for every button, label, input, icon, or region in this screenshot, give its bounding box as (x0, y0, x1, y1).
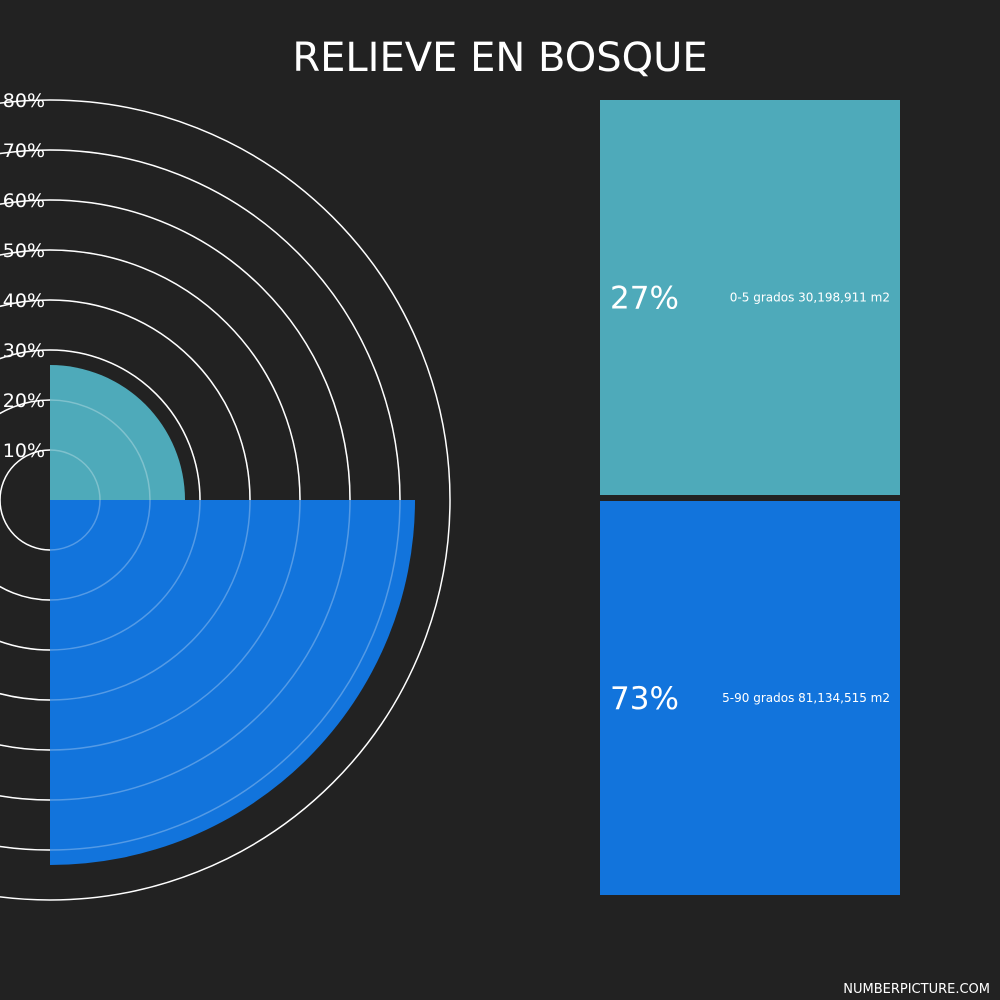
footer-credit: NUMBERPICTURE.COM (843, 982, 990, 997)
grid-ring-80 (0, 99, 451, 901)
block-1: 27% 0-5 grados 30,198,911 m2 (600, 100, 900, 495)
inner-grid-ring-20 (0, 399, 151, 601)
chart-title: RELIEVE EN BOSQUE (292, 35, 707, 81)
inner-grid-ring-10 (0, 449, 101, 551)
tick-label-80: 80% (3, 90, 45, 112)
block-rect-2 (600, 501, 900, 895)
inner-grid-ring-30 (0, 349, 201, 651)
block-percent-2: 73% (610, 681, 679, 717)
tick-label-40: 40% (3, 290, 45, 312)
tick-label-10: 10% (3, 440, 45, 462)
inner-grid-ring-70 (0, 149, 401, 851)
inner-grid-ring-60 (0, 199, 351, 801)
block-rect-1 (600, 100, 900, 495)
radial-sectors (50, 365, 415, 865)
inner-grid-ring-50 (0, 249, 301, 751)
inner-ring-grid (0, 149, 401, 851)
block-2: 73% 5-90 grados 81,134,515 m2 (600, 501, 900, 895)
radial-tick-labels: 10% 20% 30% 40% 50% 60% 70% 80% (3, 90, 45, 462)
block-description-2: 5-90 grados 81,134,515 m2 (722, 691, 890, 705)
sector-1 (50, 365, 185, 500)
proportion-blocks: 27% 0-5 grados 30,198,911 m2 73% 5-90 grado… (600, 100, 900, 895)
tick-label-50: 50% (3, 240, 45, 262)
block-percent-1: 27% (610, 281, 679, 317)
tick-label-60: 60% (3, 190, 45, 212)
tick-label-70: 70% (3, 140, 45, 162)
inner-grid-ring-40 (0, 299, 251, 701)
block-description-1: 0-5 grados 30,198,911 m2 (730, 291, 890, 305)
tick-label-30: 30% (3, 340, 45, 362)
tick-label-20: 20% (3, 390, 45, 412)
sector-2 (50, 500, 415, 865)
